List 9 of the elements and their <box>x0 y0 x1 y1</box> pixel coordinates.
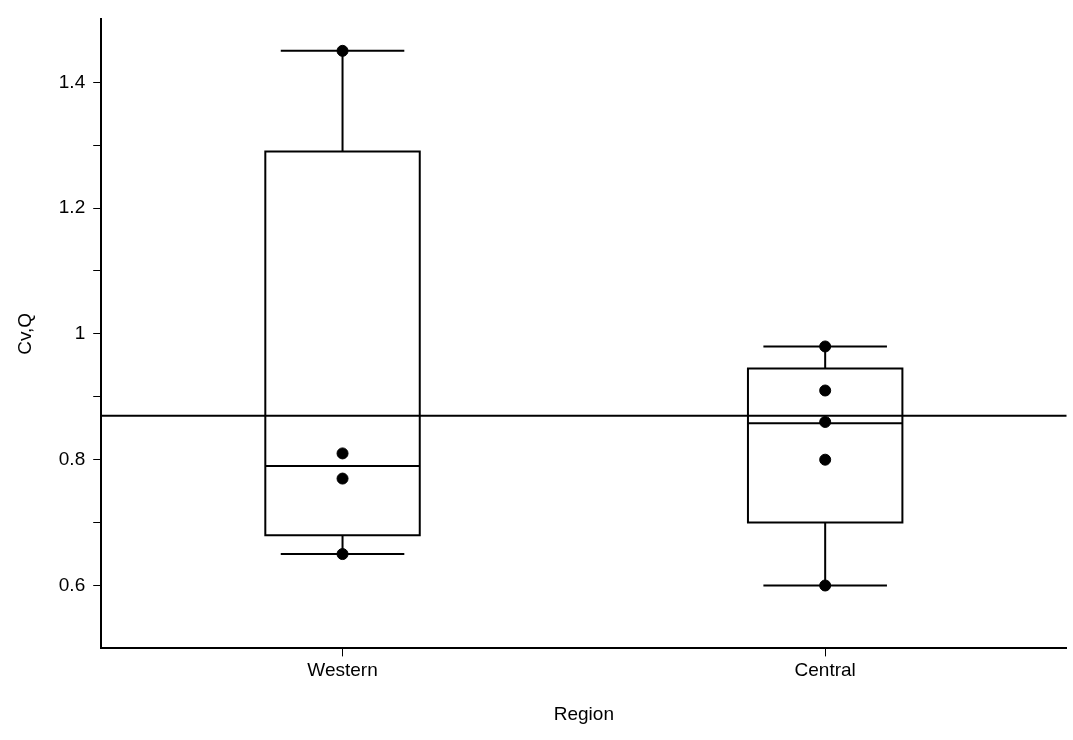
y-axis-title: Cv,Q <box>13 312 35 355</box>
y-tick-label: 1.4 <box>58 70 86 92</box>
y-tick-label: 0.6 <box>58 573 86 595</box>
x-tick-label: Western <box>307 659 378 681</box>
y-tick-label: 1 <box>74 322 86 344</box>
y-tick-label: 0.8 <box>58 447 86 469</box>
x-tick-label: Central <box>794 659 856 681</box>
y-tick-label: 1.2 <box>58 196 86 218</box>
x-axis-title: Region <box>553 702 614 724</box>
